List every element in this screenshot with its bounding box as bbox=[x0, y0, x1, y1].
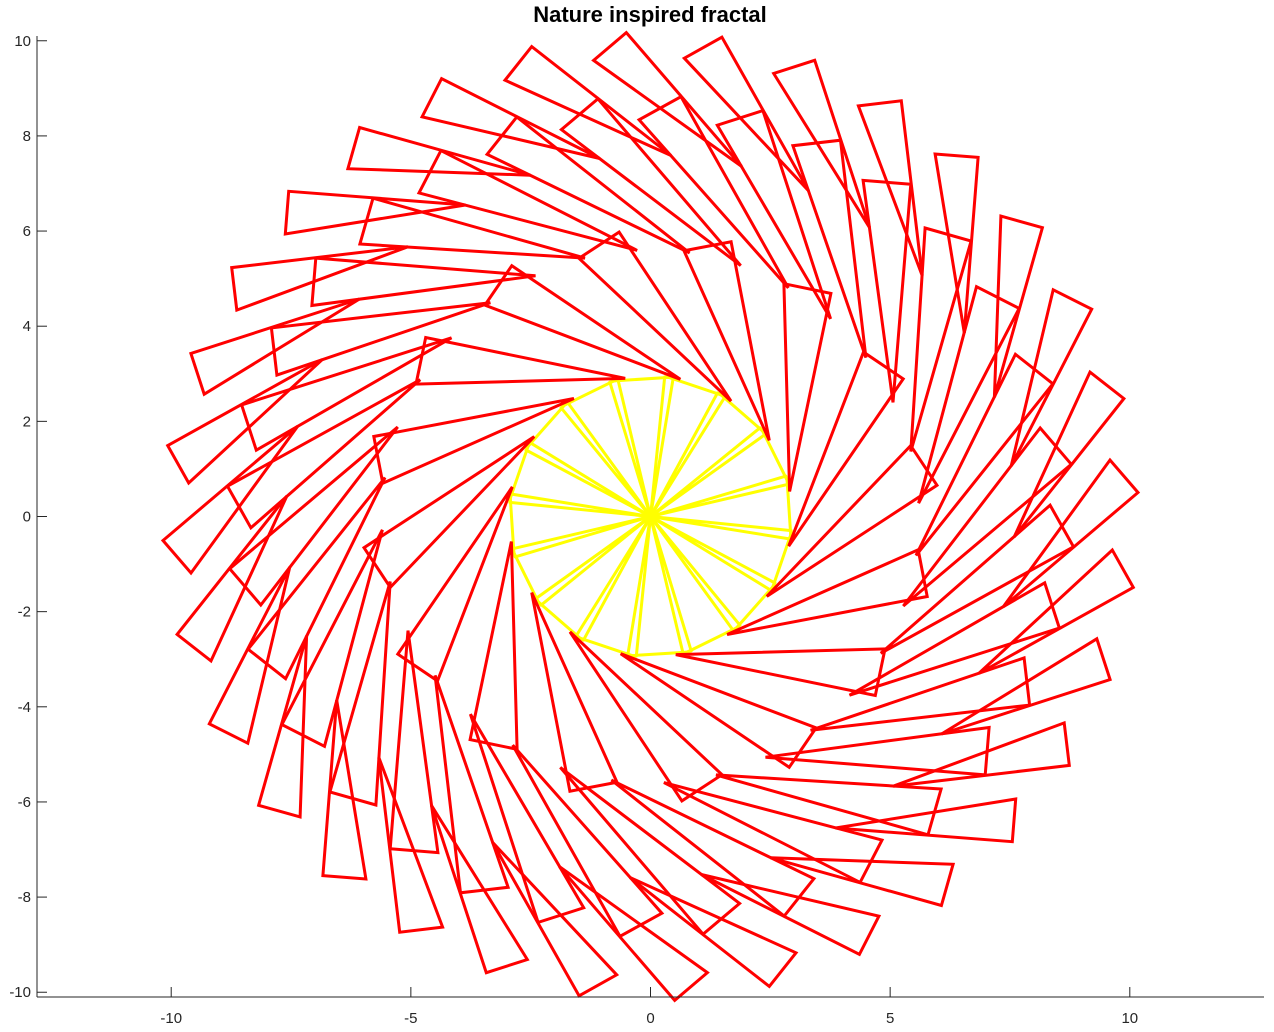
ring1-triangle-10 bbox=[568, 630, 725, 803]
ring2-triangle-16 bbox=[279, 529, 384, 749]
ring2-triangle-0 bbox=[917, 284, 1022, 504]
ring1-triangle-7 bbox=[395, 486, 514, 684]
ring2-triangle-27 bbox=[810, 655, 1032, 732]
ring3-triangle-6 bbox=[591, 30, 743, 168]
y-tick-label-5: 0 bbox=[23, 509, 31, 526]
ring3-triangle-9 bbox=[345, 125, 531, 177]
y-tick-label-2: -6 bbox=[18, 794, 31, 811]
chart-title: Nature inspired fractal bbox=[533, 2, 767, 27]
ring1-triangle-4 bbox=[414, 335, 626, 386]
ring2-triangle-8 bbox=[416, 148, 638, 252]
ring2-triangle-22 bbox=[559, 766, 742, 937]
ring2-triangle-13 bbox=[225, 378, 422, 531]
ring3-triangle-27 bbox=[892, 720, 1071, 788]
ring3-triangle-2 bbox=[933, 152, 980, 334]
y-tick-label-8: 6 bbox=[23, 223, 31, 240]
y-tick-label-7: 4 bbox=[23, 318, 31, 335]
ring1-triangle-9 bbox=[530, 591, 620, 793]
x-tick-label-4: 10 bbox=[1121, 1010, 1138, 1027]
ring3-triangle-4 bbox=[771, 58, 872, 229]
ring1-triangle-13 bbox=[726, 547, 929, 636]
inner-spokes-layer bbox=[508, 375, 793, 658]
ring3-triangle-19 bbox=[377, 756, 445, 934]
ring1-triangle-0 bbox=[782, 281, 833, 492]
ring2-triangle-21 bbox=[511, 744, 665, 939]
ring2-triangle-31 bbox=[914, 351, 1056, 557]
ring1-triangle-11 bbox=[619, 652, 819, 770]
ring3-triangle-17 bbox=[256, 635, 309, 819]
y-tick-label-0: -10 bbox=[9, 984, 31, 1001]
ring2-triangle-29 bbox=[879, 502, 1076, 655]
ring1-triangle-8 bbox=[468, 541, 519, 752]
ring3-triangle-22 bbox=[558, 865, 710, 1003]
ring3-triangle-16 bbox=[207, 566, 292, 746]
x-tick-label-2: 0 bbox=[646, 1010, 654, 1027]
y-tick-label-10: 10 bbox=[14, 33, 31, 50]
ring3-triangle-20 bbox=[429, 804, 530, 975]
ring3-triangle-26 bbox=[835, 797, 1018, 844]
ring3-triangle-5 bbox=[681, 35, 810, 192]
y-tick-label-3: -4 bbox=[18, 699, 31, 716]
ring2-triangle-7 bbox=[484, 114, 691, 255]
ring3-triangle-3 bbox=[856, 99, 924, 277]
ring3-triangle-1 bbox=[992, 214, 1045, 398]
ring3-triangle-13 bbox=[165, 358, 324, 486]
ring3-triangle-12 bbox=[189, 297, 361, 397]
ring3-triangle-14 bbox=[160, 424, 300, 576]
ring1-triangle-14 bbox=[765, 443, 940, 598]
ring2-triangle-23 bbox=[610, 778, 817, 919]
ring1-triangle-12 bbox=[675, 647, 887, 698]
ring2-triangle-6 bbox=[559, 96, 742, 267]
ring3-triangle-30 bbox=[1001, 457, 1141, 609]
axes-layer: -10 -5 0 5 10 -10 -8 -6 -4 -2 0 2 4 6 8 10 bbox=[9, 33, 1264, 1027]
ring1-triangle-15 bbox=[787, 349, 906, 547]
y-tick-label-4: -2 bbox=[18, 604, 31, 621]
ring2-triangle-14 bbox=[227, 425, 399, 608]
ring2-triangle-3 bbox=[790, 138, 868, 359]
ring3-triangle-24 bbox=[700, 873, 882, 957]
ring3-triangle-7 bbox=[502, 44, 672, 157]
outer-triangles-layer bbox=[160, 30, 1141, 1003]
ring3-triangle-15 bbox=[174, 495, 289, 664]
ring3-triangle-8 bbox=[419, 76, 601, 160]
y-tick-label-9: 8 bbox=[23, 128, 31, 145]
ring1-triangle-2 bbox=[576, 230, 733, 403]
ring1-triangle-6 bbox=[361, 435, 536, 590]
ring2-triangle-5 bbox=[636, 94, 790, 289]
ring3-triangle-28 bbox=[940, 636, 1112, 736]
y-tick-label-1: -8 bbox=[18, 889, 31, 906]
ring3-triangle-25 bbox=[770, 856, 956, 908]
ring2-triangle-11 bbox=[269, 301, 491, 378]
y-tick-label-6: 2 bbox=[23, 413, 31, 430]
x-tick-label-0: -10 bbox=[160, 1010, 182, 1027]
ring3-triangle-0 bbox=[1009, 287, 1094, 467]
ring2-triangle-19 bbox=[433, 674, 511, 895]
ring3-triangle-11 bbox=[230, 245, 409, 313]
ring1-triangle-1 bbox=[681, 240, 771, 442]
ring3-triangle-10 bbox=[283, 189, 466, 236]
x-tick-label-3: 5 bbox=[886, 1010, 894, 1027]
ring2-triangle-15 bbox=[245, 476, 387, 682]
ring2-triangle-30 bbox=[902, 425, 1074, 608]
ring1-triangle-5 bbox=[372, 397, 575, 486]
ring3-triangle-29 bbox=[977, 547, 1136, 675]
ring1-triangle-3 bbox=[482, 263, 682, 381]
inner-rim bbox=[508, 375, 793, 658]
ring3-triangle-23 bbox=[629, 876, 799, 989]
ring3-triangle-31 bbox=[1012, 369, 1127, 538]
ring3-triangle-21 bbox=[491, 841, 620, 998]
x-tick-label-1: -5 bbox=[404, 1010, 417, 1027]
ring3-triangle-18 bbox=[321, 699, 368, 881]
ring2-triangle-24 bbox=[663, 781, 885, 885]
